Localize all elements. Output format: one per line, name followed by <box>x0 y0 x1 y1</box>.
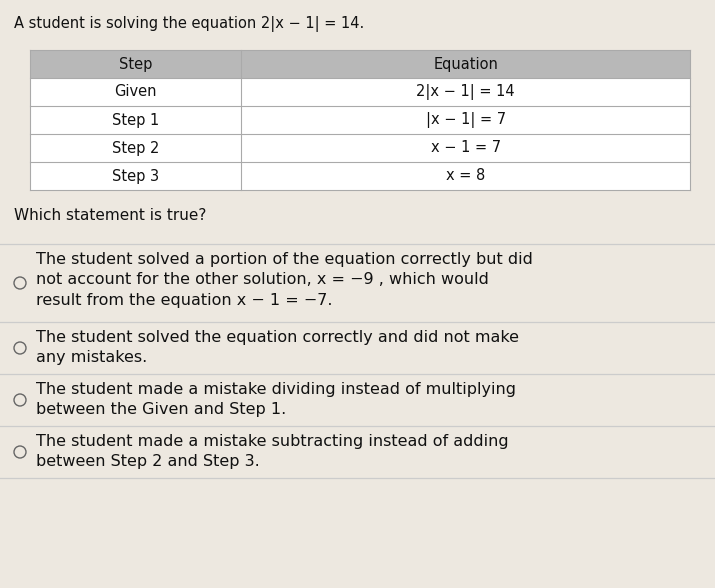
Text: The student solved a portion of the equation correctly but did
not account for t: The student solved a portion of the equa… <box>36 252 533 308</box>
Text: Step 3: Step 3 <box>112 169 159 183</box>
Text: Equation: Equation <box>433 56 498 72</box>
Text: Step 1: Step 1 <box>112 112 159 128</box>
Text: Step: Step <box>119 56 152 72</box>
Text: The student made a mistake dividing instead of multiplying
between the Given and: The student made a mistake dividing inst… <box>36 382 516 417</box>
Text: |x − 1| = 7: |x − 1| = 7 <box>425 112 506 128</box>
Text: Which statement is true?: Which statement is true? <box>14 208 207 223</box>
Bar <box>30 50 690 78</box>
Text: The student solved the equation correctly and did not make
any mistakes.: The student solved the equation correctl… <box>36 330 519 365</box>
Bar <box>30 106 690 134</box>
Bar <box>30 162 690 190</box>
Text: x − 1 = 7: x − 1 = 7 <box>430 141 500 155</box>
Text: The student made a mistake subtracting instead of adding
between Step 2 and Step: The student made a mistake subtracting i… <box>36 434 508 469</box>
Text: Step 2: Step 2 <box>112 141 159 155</box>
Bar <box>30 134 690 162</box>
Text: x = 8: x = 8 <box>446 169 485 183</box>
Bar <box>30 78 690 106</box>
Text: A student is solving the equation 2|x − 1| = 14.: A student is solving the equation 2|x − … <box>14 16 364 32</box>
Text: Given: Given <box>114 85 157 99</box>
Text: 2|x − 1| = 14: 2|x − 1| = 14 <box>416 84 515 100</box>
